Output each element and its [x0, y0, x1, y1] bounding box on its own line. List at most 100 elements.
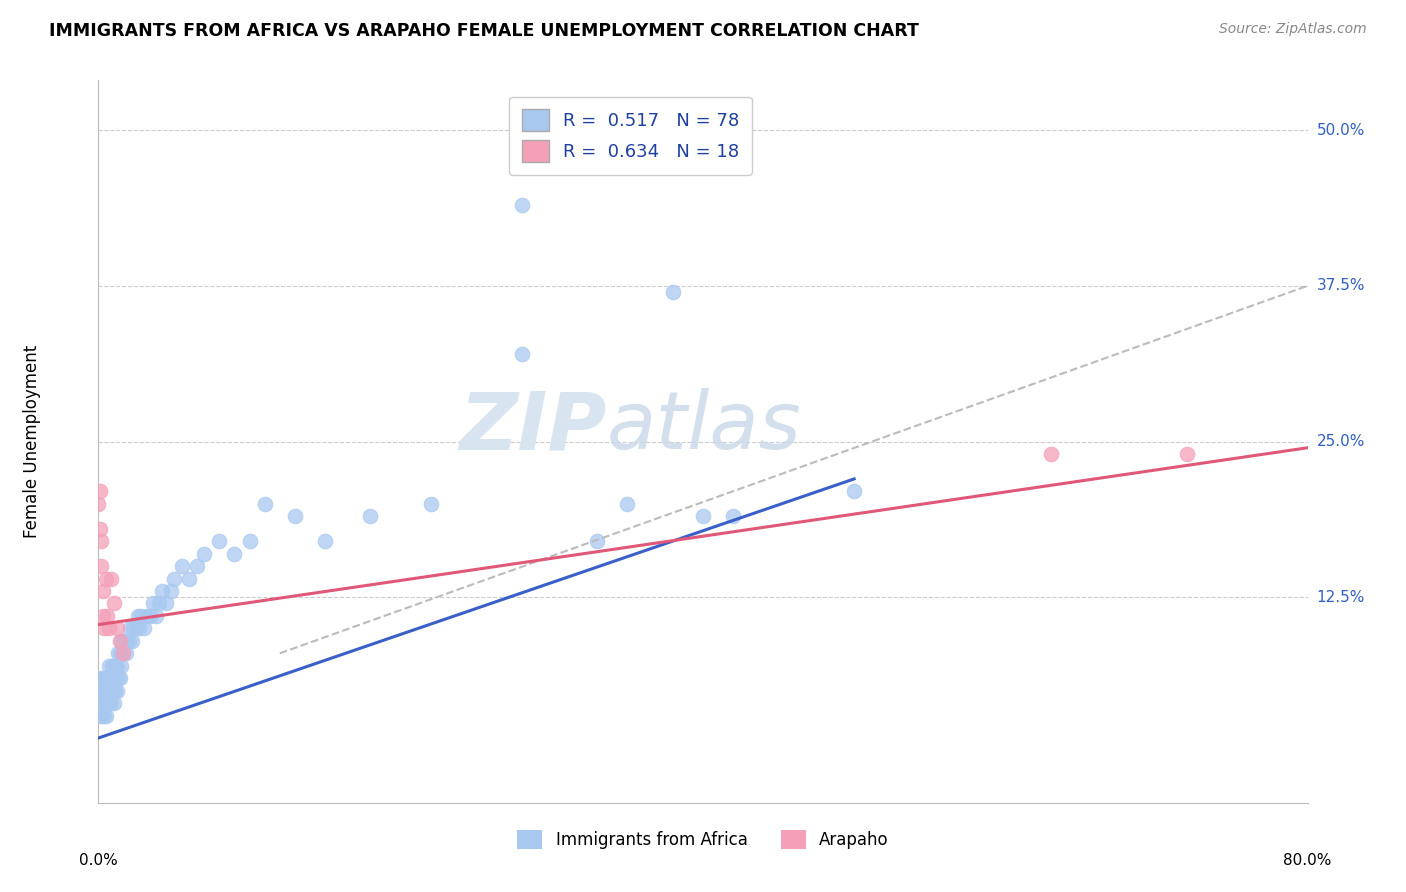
- Point: [89, 683, 111, 698]
- Point: [91, 609, 114, 624]
- Point: [94, 708, 117, 723]
- Point: [89, 484, 111, 499]
- Text: 12.5%: 12.5%: [1316, 590, 1365, 605]
- Point: [94, 572, 117, 586]
- Point: [94, 671, 117, 685]
- Point: [110, 633, 132, 648]
- Point: [108, 633, 131, 648]
- Text: 0.0%: 0.0%: [79, 853, 118, 868]
- Point: [104, 683, 127, 698]
- Text: Source: ZipAtlas.com: Source: ZipAtlas.com: [1219, 22, 1367, 37]
- Point: [90, 708, 112, 723]
- Point: [170, 559, 193, 574]
- Point: [160, 584, 183, 599]
- Point: [101, 683, 124, 698]
- Point: [94, 696, 117, 710]
- Text: atlas: atlas: [606, 388, 801, 467]
- Point: [314, 534, 336, 549]
- Point: [155, 597, 177, 611]
- Text: 50.0%: 50.0%: [1316, 122, 1365, 137]
- Point: [1175, 447, 1198, 461]
- Point: [148, 597, 170, 611]
- Point: [105, 683, 128, 698]
- Point: [91, 696, 114, 710]
- Point: [100, 572, 122, 586]
- Point: [96, 696, 118, 710]
- Point: [93, 683, 115, 698]
- Point: [91, 584, 114, 599]
- Point: [253, 497, 276, 511]
- Point: [723, 509, 745, 524]
- Text: 25.0%: 25.0%: [1316, 434, 1365, 449]
- Text: IMMIGRANTS FROM AFRICA VS ARAPAHO FEMALE UNEMPLOYMENT CORRELATION CHART: IMMIGRANTS FROM AFRICA VS ARAPAHO FEMALE…: [49, 22, 920, 40]
- Point: [224, 547, 246, 561]
- Text: ZIP: ZIP: [458, 388, 606, 467]
- Point: [87, 497, 110, 511]
- Point: [163, 572, 186, 586]
- Point: [284, 509, 307, 524]
- Point: [93, 671, 115, 685]
- Point: [193, 547, 215, 561]
- Point: [108, 646, 131, 660]
- Point: [107, 646, 129, 660]
- Point: [112, 633, 135, 648]
- Point: [692, 509, 714, 524]
- Point: [208, 534, 231, 549]
- Point: [108, 671, 131, 685]
- Point: [107, 671, 129, 685]
- Point: [98, 683, 121, 698]
- Point: [98, 621, 121, 635]
- Point: [90, 534, 112, 549]
- Point: [150, 584, 173, 599]
- Point: [111, 646, 134, 660]
- Point: [103, 683, 125, 698]
- Point: [110, 658, 132, 673]
- Point: [103, 597, 125, 611]
- Point: [96, 671, 118, 685]
- Point: [360, 509, 382, 524]
- Text: 37.5%: 37.5%: [1316, 278, 1365, 293]
- Text: Female Unemployment: Female Unemployment: [22, 345, 41, 538]
- Point: [94, 683, 117, 698]
- Point: [96, 609, 118, 624]
- Point: [239, 534, 262, 549]
- Point: [128, 621, 150, 635]
- Point: [104, 658, 127, 673]
- Point: [98, 658, 121, 673]
- Point: [510, 347, 533, 361]
- Point: [103, 696, 125, 710]
- Point: [89, 522, 111, 536]
- Point: [142, 597, 165, 611]
- Point: [93, 708, 115, 723]
- Point: [93, 621, 115, 635]
- Legend: Immigrants from Africa, Arapaho: Immigrants from Africa, Arapaho: [510, 823, 896, 856]
- Point: [844, 484, 866, 499]
- Point: [186, 559, 208, 574]
- Point: [616, 497, 638, 511]
- Point: [586, 534, 609, 549]
- Point: [98, 696, 121, 710]
- Point: [105, 621, 128, 635]
- Point: [129, 609, 152, 624]
- Point: [420, 497, 443, 511]
- Point: [114, 646, 136, 660]
- Point: [100, 696, 122, 710]
- Point: [111, 646, 134, 660]
- Point: [105, 658, 128, 673]
- Point: [1039, 447, 1062, 461]
- Point: [139, 609, 162, 624]
- Point: [90, 671, 112, 685]
- Text: 80.0%: 80.0%: [1284, 853, 1331, 868]
- Point: [121, 633, 143, 648]
- Point: [89, 696, 111, 710]
- Point: [122, 621, 145, 635]
- Point: [120, 621, 142, 635]
- Point: [96, 683, 118, 698]
- Point: [115, 633, 138, 648]
- Point: [661, 285, 683, 299]
- Point: [101, 658, 124, 673]
- Point: [179, 572, 201, 586]
- Point: [91, 683, 114, 698]
- Point: [145, 609, 167, 624]
- Point: [90, 559, 112, 574]
